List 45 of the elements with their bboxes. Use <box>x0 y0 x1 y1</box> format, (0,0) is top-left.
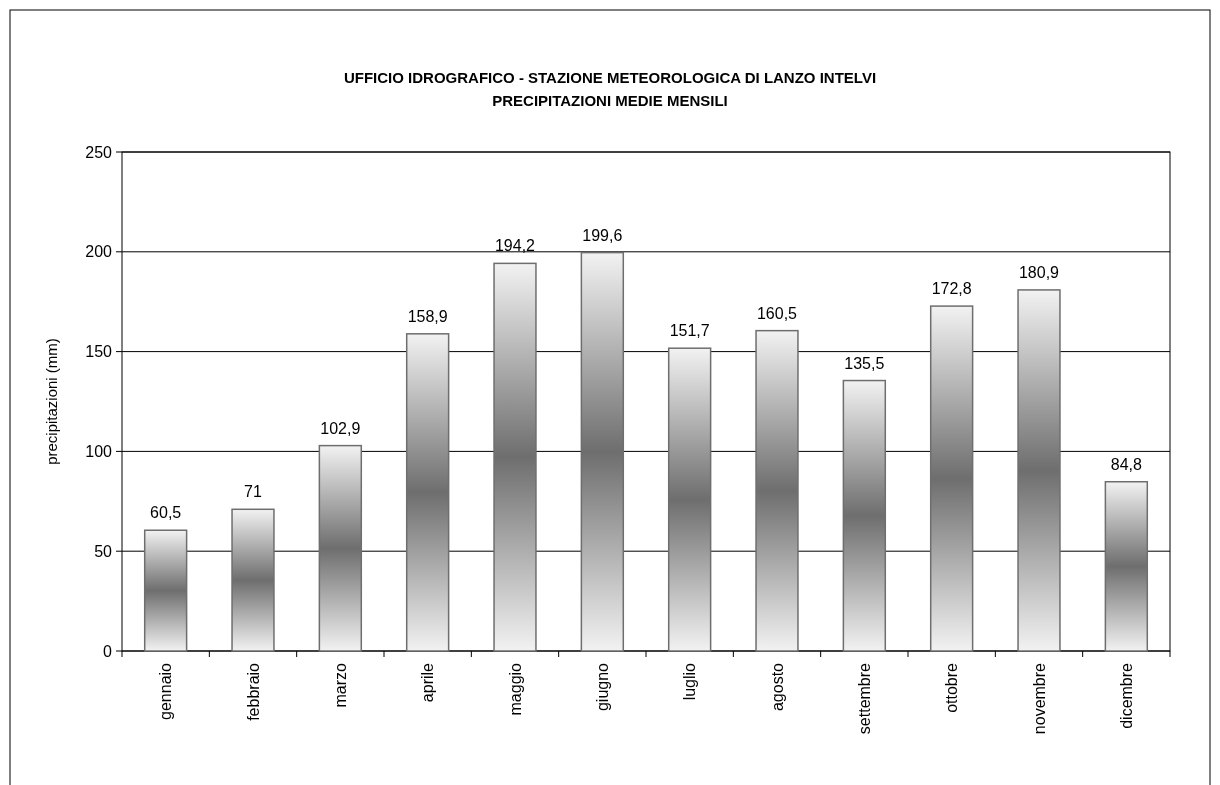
data-label: 172,8 <box>931 280 972 298</box>
data-label: 151,7 <box>669 322 710 340</box>
x-tick-label: settembre <box>855 662 873 735</box>
bar <box>755 329 799 652</box>
data-label: 135,5 <box>844 354 885 372</box>
data-label: 194,2 <box>494 237 536 255</box>
y-tick-label: 150 <box>85 343 113 361</box>
bar <box>1104 480 1149 652</box>
bar <box>842 379 887 652</box>
x-tick-label: maggio <box>506 662 524 716</box>
chart-subtitle: PRECIPITAZIONI MEDIE MENSILI <box>492 92 728 109</box>
x-tick-label: giugno <box>593 662 611 712</box>
y-tick-label: 250 <box>85 143 113 161</box>
y-tick-label: 100 <box>85 443 113 460</box>
bar <box>580 251 625 652</box>
x-tick-label: febbraio <box>244 662 262 721</box>
bar <box>318 444 363 652</box>
x-tick-label: ottobre <box>943 662 961 713</box>
data-label: 84,8 <box>1110 455 1143 473</box>
data-label: 60,5 <box>150 504 182 522</box>
data-label: 102,9 <box>320 419 361 437</box>
bar <box>929 305 974 652</box>
chart-title: UFFICIO IDROGRAFICO - STAZIONE METEOROLOGICA DI LANZO INTELVI <box>343 69 877 86</box>
data-label: 158,9 <box>407 307 448 325</box>
y-tick-label: 0 <box>103 642 113 660</box>
x-tick-label: gennaio <box>157 662 175 720</box>
x-tick-label: novembre <box>1030 662 1048 735</box>
bar <box>1017 289 1061 652</box>
y-tick-label: 50 <box>94 542 113 560</box>
bar <box>493 262 537 652</box>
data-label: 160,5 <box>756 304 798 322</box>
y-axis-title: precipitazioni (mm) <box>43 338 60 465</box>
x-tick-label: marzo <box>331 662 349 708</box>
x-tick-label: agosto <box>768 662 786 712</box>
bar <box>143 529 188 652</box>
y-tick-label: 200 <box>85 243 113 261</box>
x-tick-label: dicembre <box>1117 662 1135 729</box>
data-label: 199,6 <box>582 226 623 244</box>
bar <box>667 347 712 652</box>
x-tick-label: aprile <box>419 662 437 703</box>
data-label: 180,9 <box>1018 263 1060 281</box>
bar <box>405 333 450 652</box>
x-tick-label: luglio <box>681 662 699 701</box>
bar <box>231 508 275 652</box>
data-label: 71 <box>244 483 262 501</box>
